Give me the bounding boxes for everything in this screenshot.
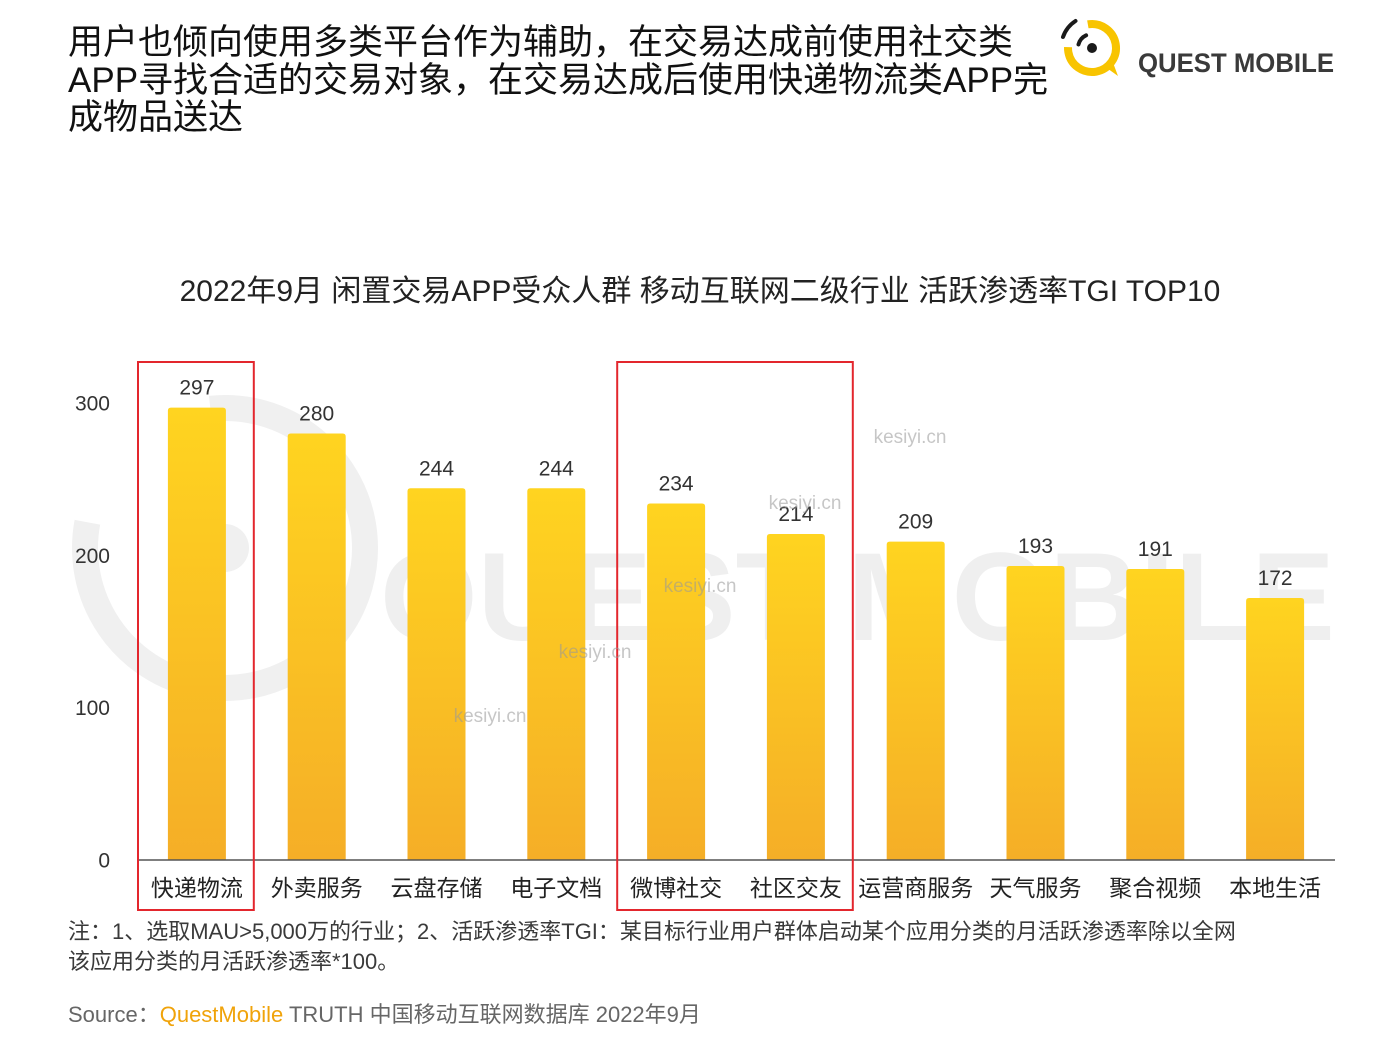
bar-8 xyxy=(1006,565,1065,860)
y-tick-label-300: 300 xyxy=(75,393,110,416)
category-label-3: 云盘存储 xyxy=(391,875,483,901)
watermark-brand-text: QUEST MOBILE xyxy=(380,528,1335,667)
category-label-4: 电子文档 xyxy=(510,875,602,901)
data-label-3: 244 xyxy=(419,457,454,480)
data-label-8: 193 xyxy=(1018,535,1053,558)
y-tick-label-200: 200 xyxy=(75,545,110,568)
highlight-box-1 xyxy=(137,361,255,911)
category-label-5: 微博社交 xyxy=(630,875,722,901)
source-line: Source：QuestMobile TRUTH 中国移动互联网数据库 2022… xyxy=(68,1000,701,1030)
category-label-8: 天气服务 xyxy=(990,875,1082,901)
data-label-5: 234 xyxy=(659,473,694,496)
category-label-9: 聚合视频 xyxy=(1109,875,1201,901)
category-label-6: 社区交友 xyxy=(750,875,842,901)
chart-labels: 297 快递物流 280 外卖服务 244 云盘存储 244 电子文档 234 微博社交 214 社区… xyxy=(151,377,1321,901)
bar-9 xyxy=(1126,569,1185,860)
y-tick-label-100: 100 xyxy=(75,697,110,720)
category-label-1: 快递物流 xyxy=(151,875,243,901)
highlight-boxes xyxy=(137,361,854,911)
slide-title-line-2: APP寻找合适的交易对象，在交易达成后使用快递物流类APP完 xyxy=(68,60,1049,100)
footnote: 注：1、选取MAU>5,000万的行业；2、活跃渗透率TGI：某目标行业用户群体… xyxy=(68,917,1236,977)
site-watermark-3: kesiyi.cn xyxy=(664,576,737,597)
bar-7 xyxy=(886,541,945,860)
source-database: TRUTH 中国移动互联网数据库 2022年9月 xyxy=(288,1002,701,1027)
data-label-7: 209 xyxy=(898,511,933,534)
site-watermark-2: kesiyi.cn xyxy=(769,493,842,514)
footnote-line-1: 注：1、选取MAU>5,000万的行业；2、活跃渗透率TGI：某目标行业用户群体… xyxy=(68,919,1236,944)
category-label-10: 本地生活 xyxy=(1229,875,1321,901)
site-watermark-1: kesiyi.cn xyxy=(874,427,947,448)
bar-1 xyxy=(167,407,226,860)
category-label-2: 外卖服务 xyxy=(271,875,363,901)
y-tick-label-0: 0 xyxy=(98,850,110,873)
footnote-line-2: 该应用分类的月活跃渗透率*100。 xyxy=(68,949,400,974)
data-label-4: 244 xyxy=(539,457,574,480)
logo-text: QUEST MOBILE xyxy=(1138,48,1334,78)
site-watermarks: kesiyi.cn kesiyi.cn kesiyi.cn kesiyi.cn … xyxy=(454,427,947,727)
bar-2 xyxy=(287,433,346,860)
bar-10 xyxy=(1246,597,1305,860)
quest-mobile-logo-icon xyxy=(1061,19,1120,76)
bar-3 xyxy=(407,488,466,860)
bar-5 xyxy=(647,503,706,860)
slide-title: 用户也倾向使用多类平台作为辅助，在交易达成前使用社交类 APP寻找合适的交易对象… xyxy=(68,24,1048,137)
site-watermark-5: kesiyi.cn xyxy=(454,706,527,727)
source-label: Source： xyxy=(68,1002,160,1027)
quest-mobile-logo: QUEST MOBILE xyxy=(1061,19,1334,78)
data-label-6: 214 xyxy=(778,503,813,526)
bar-6 xyxy=(766,534,825,860)
bars xyxy=(167,407,1305,860)
axes: 0 100 200 300 xyxy=(75,393,1335,873)
slide-title-line-1: 用户也倾向使用多类平台作为辅助，在交易达成前使用社交类 xyxy=(68,23,1014,62)
bar-4 xyxy=(527,488,586,860)
data-label-9: 191 xyxy=(1138,538,1173,561)
data-label-2: 280 xyxy=(299,403,334,426)
source-brand: QuestMobile xyxy=(159,1002,284,1027)
highlight-box-2 xyxy=(616,361,854,911)
slide-title-line-3: 成物品送达 xyxy=(68,98,244,137)
data-label-1: 297 xyxy=(179,377,214,400)
category-label-7: 运营商服务 xyxy=(858,875,973,901)
site-watermark-4: kesiyi.cn xyxy=(559,642,632,663)
chart-title: 2022年9月 闲置交易APP受众人群 移动互联网二级行业 活跃渗透率TGI T… xyxy=(179,275,1221,308)
data-label-10: 172 xyxy=(1258,567,1293,590)
